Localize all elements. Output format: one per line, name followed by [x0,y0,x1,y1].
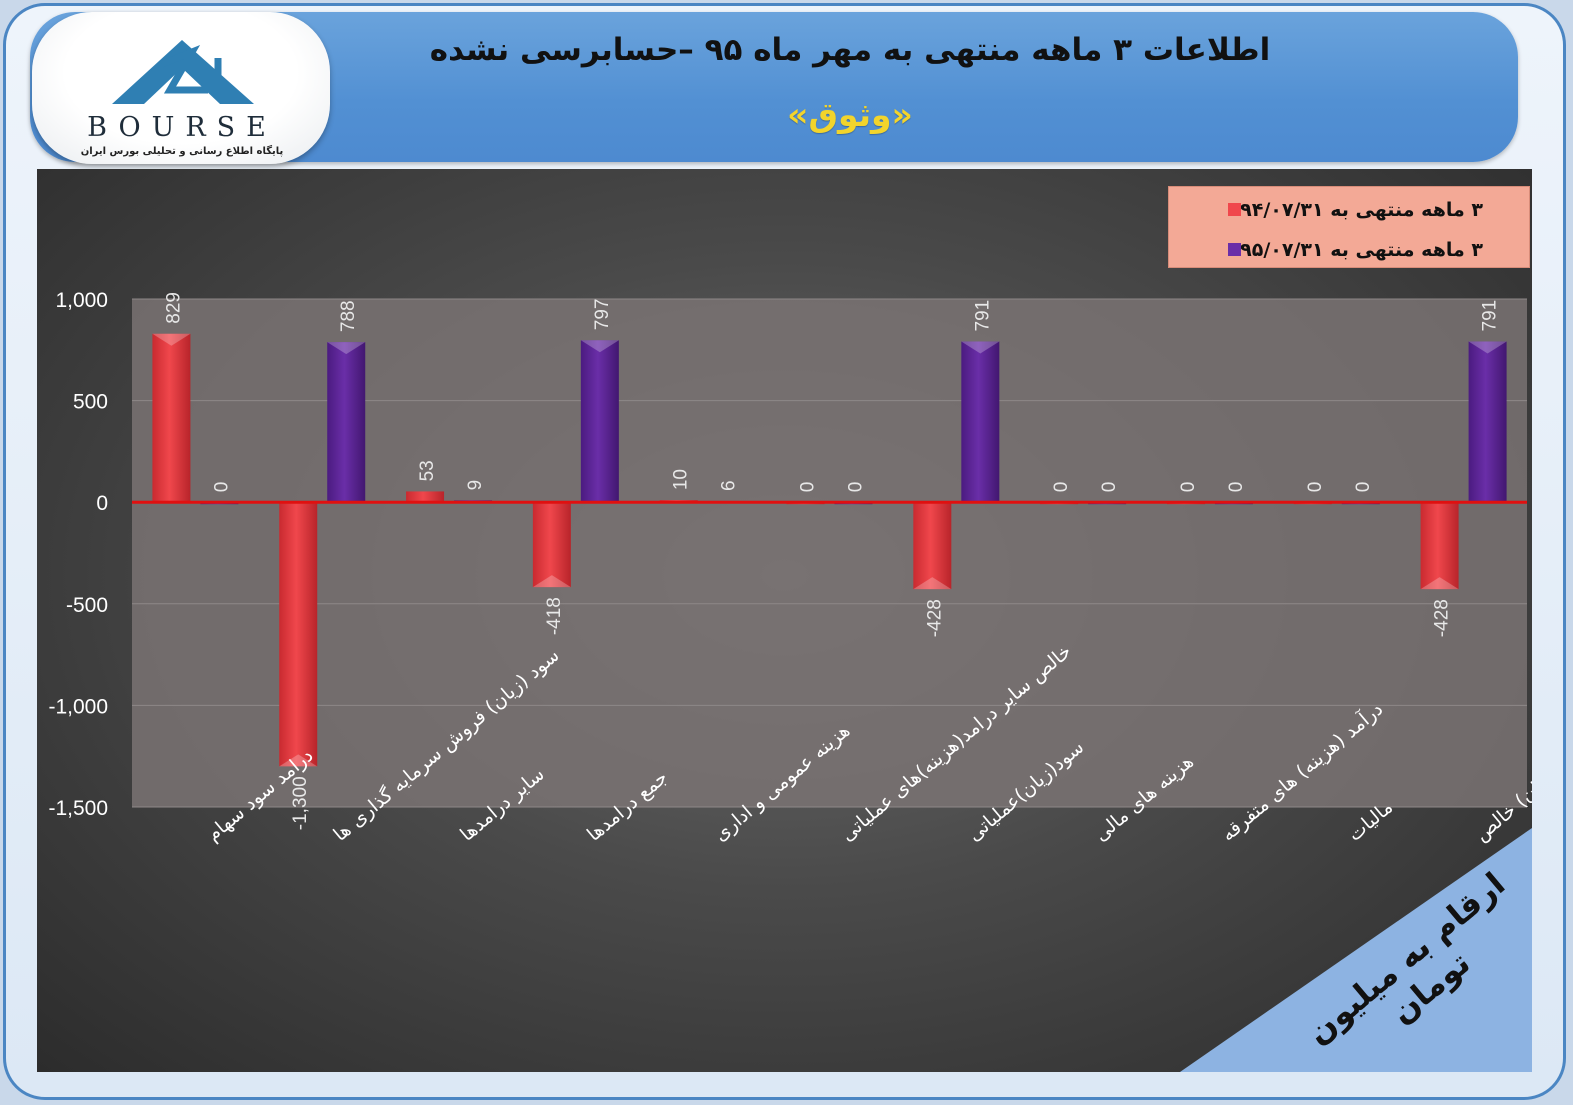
data-label: 6 [719,480,740,491]
logo-text: BOURSE [87,112,277,143]
legend-label-series-2: ۳ ماهه منتهی به ۹۵/۰۷/۳۱ [1240,239,1483,261]
y-tick-label: -1,000 [48,695,108,718]
data-label: 0 [1353,482,1374,493]
data-label: 0 [1099,482,1120,493]
data-label: 829 [163,292,184,324]
data-label: -428 [924,599,945,637]
logo-mark-icon [112,40,254,104]
data-label: 0 [1051,482,1072,493]
bar-series-2 [580,340,619,503]
legend-label-series-1: ۳ ماهه منتهی به ۹۴/۰۷/۳۱ [1240,199,1483,221]
bar-bevel [279,754,318,767]
data-label: 0 [798,482,819,493]
y-tick-label: 1,000 [55,289,108,312]
legend-swatch-series-2 [1228,243,1241,256]
page-title: اطلاعات ۳ ماهه منتهی به مهر ماه ۹۵ –حساب… [429,32,1271,68]
bar-series-1 [279,502,318,767]
data-label: 791 [972,300,993,332]
data-label: 788 [338,300,359,332]
data-label: 797 [592,299,613,331]
bar-bevel [961,341,1000,354]
bar-series-1 [532,502,571,588]
data-label: -1,300 [290,776,311,830]
logo-subtitle: پایگاه اطلاع رسانی و تحلیلی بورس ایران [80,146,284,157]
bar-chart: 1,000 500 0 -500 -1,000 -1,500 829 -1,300 53 -418… [48,289,1532,846]
data-label: 0 [211,482,232,493]
bar-bevel [152,333,191,346]
chart-legend: ۳ ماهه منتهی به ۹۴/۰۷/۳۱ ۳ ماهه منتهی به… [1168,186,1530,268]
bar-series-1 [913,502,952,590]
bar-bevel [532,575,571,588]
data-label: 791 [1480,300,1501,332]
data-label: -428 [1432,599,1453,637]
company-name: «وثوق» [787,95,913,134]
data-label: 0 [1305,482,1326,493]
data-label: 0 [1226,482,1247,493]
data-label: 0 [1178,482,1199,493]
chart-panel: 1,000 500 0 -500 -1,000 -1,500 829 -1,300 53 -418… [37,169,1532,1072]
bar-series-2 [961,341,1000,503]
bar-series-2 [327,342,366,503]
y-tick-label: -500 [66,594,108,617]
bourse-logo: BOURSE پایگاه اطلاع رسانی و تحلیلی بورس … [32,12,330,164]
data-label: 53 [417,460,438,481]
legend-swatch-series-1 [1228,203,1241,216]
data-label: 0 [846,482,867,493]
y-tick-label: 500 [73,391,108,414]
bar-bevel [1420,577,1459,590]
data-label: 9 [465,480,486,491]
y-tick-label: 0 [96,492,108,515]
data-label: 10 [671,469,692,490]
bar-series-1 [1420,502,1459,590]
bar-series-2 [1468,341,1507,503]
bar-series-1 [152,333,191,503]
bar-bevel [327,342,366,355]
bar-bevel [913,577,952,590]
data-label: -418 [544,597,565,635]
bar-bevel [580,340,619,353]
y-tick-label: -1,500 [48,797,108,820]
bar-series-1 [406,491,445,503]
bar-bevel [1468,341,1507,354]
